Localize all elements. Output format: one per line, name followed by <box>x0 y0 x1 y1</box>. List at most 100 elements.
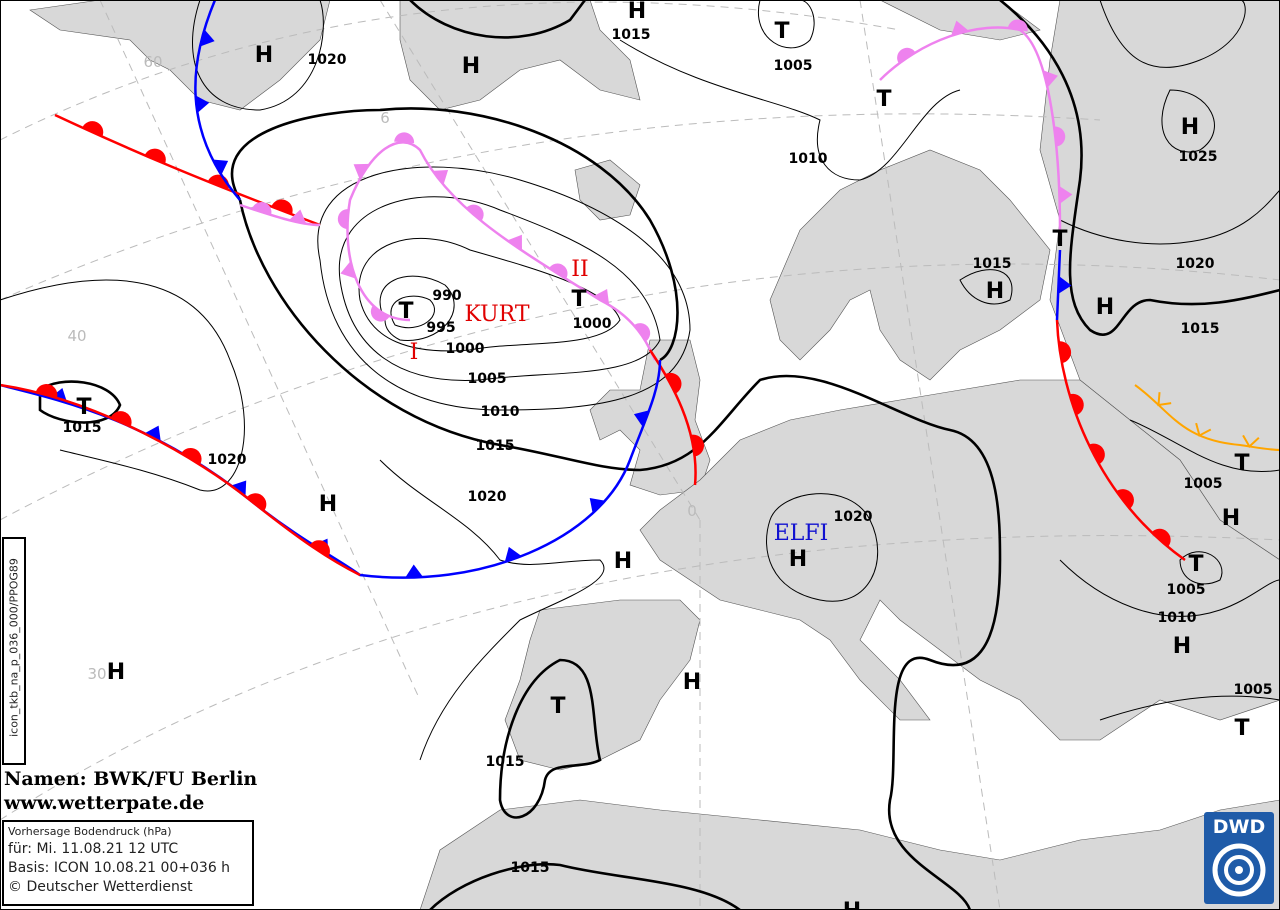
product-title: Vorhersage Bodendruck (hPa) <box>8 825 172 838</box>
high-pressure-marker: H <box>255 43 273 68</box>
north-africa <box>419 799 1280 910</box>
graticule-label: 40 <box>67 327 86 345</box>
occlusion-symbol <box>340 261 356 279</box>
credit-block: Namen: BWK/FU Berlin www.wetterpate.de <box>4 767 257 815</box>
high-pressure-marker: H <box>614 549 632 574</box>
isobar-label: 1020 <box>834 509 873 525</box>
occlusion-symbol <box>951 20 969 36</box>
scandinavia <box>769 149 1051 381</box>
fronts <box>0 0 1280 579</box>
high-pressure-marker: H <box>1181 115 1199 140</box>
high-name-elfi: ELFI <box>774 521 829 546</box>
isobar-label: 1005 <box>1167 582 1206 598</box>
names-credit: Namen: BWK/FU Berlin <box>4 768 258 790</box>
model-basis: Basis: ICON 10.08.21 00+036 h <box>8 860 231 876</box>
trough-symbol <box>1242 434 1260 449</box>
website-link[interactable]: www.wetterpate.de <box>4 792 205 814</box>
high-pressure-marker: H <box>319 492 337 517</box>
occlusion-symbol <box>507 234 522 251</box>
isobar-label: 1000 <box>446 341 485 357</box>
cold-front-symbol <box>144 425 161 442</box>
warm-front-symbol <box>181 447 202 465</box>
cold-front-symbol <box>199 29 215 47</box>
warm-front-symbol <box>1069 393 1084 416</box>
iberia <box>504 599 701 771</box>
occlusion-symbol <box>1007 19 1028 32</box>
occlusion-symbol <box>1054 126 1066 147</box>
occlusion-symbol <box>549 263 568 279</box>
arctic-islands <box>399 0 641 111</box>
occlusion-symbol <box>337 209 349 230</box>
occlusion-symbol <box>466 204 484 222</box>
isobar-label: 995 <box>426 320 455 336</box>
high-pressure-marker: H <box>462 54 480 79</box>
cold-front-symbol <box>195 95 210 114</box>
warm-front-symbol <box>246 493 267 512</box>
low-pressure-marker: T <box>774 19 789 44</box>
isobar-label: 1020 <box>468 489 507 505</box>
cold-front-symbol <box>633 410 650 428</box>
warm-front-symbol <box>1058 341 1072 364</box>
isobar-label: 1005 <box>774 58 813 74</box>
isobar-label: 1015 <box>486 754 525 770</box>
iceland-like <box>574 159 641 221</box>
warm-front-symbol <box>1116 489 1134 509</box>
low-pressure-marker: T <box>1234 451 1249 476</box>
low-pressure-marker: T <box>876 87 891 112</box>
isobar-label: 1020 <box>1176 256 1215 272</box>
isobar-label: 1010 <box>789 151 828 167</box>
product-code-box: icon_tkb_na_p_036_000/PPOG89 <box>2 537 26 765</box>
trough-symbol <box>1195 422 1212 437</box>
occlusion-symbol <box>897 47 916 64</box>
isobar-label: 1015 <box>476 438 515 454</box>
occlusion-symbol <box>251 202 272 216</box>
cold-front-symbol <box>405 564 424 578</box>
isobar-label: 1005 <box>468 371 507 387</box>
isobar-label: 1010 <box>481 404 520 420</box>
high-pressure-marker: H <box>1096 295 1114 320</box>
high-pressure-marker: H <box>628 0 646 24</box>
landmasses <box>29 0 1280 910</box>
low-pressure-marker: T <box>550 694 565 719</box>
warm-front-atlantic <box>0 383 361 577</box>
isobar-label: 1000 <box>573 316 612 332</box>
high-pressure-marker: H <box>1173 634 1191 659</box>
product-code: icon_tkb_na_p_036_000/PPOG89 <box>7 558 21 737</box>
cold-front-atlantic <box>0 359 662 579</box>
cold-front-symbol <box>504 546 522 563</box>
map-labels: 1020 1015 1005 1010 1025 1020 1015 1015 990 995 10… <box>63 0 1273 910</box>
isobar-label: 1005 <box>1184 476 1223 492</box>
isobar-label: 1005 <box>1234 682 1273 698</box>
warm-front-symbol <box>35 384 58 398</box>
occlusion-symbol <box>1043 70 1058 88</box>
high-pressure-marker: H <box>1222 506 1240 531</box>
warm-front-symbol <box>691 434 704 457</box>
occlusion-symbol <box>370 306 390 322</box>
isobar-label: 1015 <box>612 27 651 43</box>
isobar-label: 1020 <box>308 52 347 68</box>
swirl-icon <box>1212 843 1266 897</box>
graticule-label: 6 <box>380 109 390 127</box>
low-pressure-marker: T <box>1188 552 1203 577</box>
occlusion-symbol <box>1059 185 1073 204</box>
high-pressure-marker: H <box>789 547 807 572</box>
valid-time: für: Mi. 11.08.21 12 UTC <box>8 841 179 857</box>
warm-front-symbol <box>110 411 132 427</box>
isobar-label: 1025 <box>1179 149 1218 165</box>
occlusion-symbol <box>394 132 415 144</box>
occlusion-east <box>879 26 1062 231</box>
isobar-label: 1010 <box>1158 610 1197 626</box>
occlusion-kurt <box>346 141 657 361</box>
warm-front-symbol <box>82 121 104 137</box>
isobar-label: 1015 <box>973 256 1012 272</box>
low-pressure-marker: T <box>1052 227 1067 252</box>
warm-front-symbol <box>1151 528 1171 548</box>
cold-front-symbol <box>589 498 606 514</box>
warm-front-symbol <box>271 199 293 215</box>
graticule-label: 30 <box>87 665 106 683</box>
low-name-kurt: KURT <box>464 302 529 327</box>
warm-front-symbol <box>309 540 330 558</box>
europe-mainland <box>639 379 1280 741</box>
low-center-label-1: I <box>410 340 419 365</box>
